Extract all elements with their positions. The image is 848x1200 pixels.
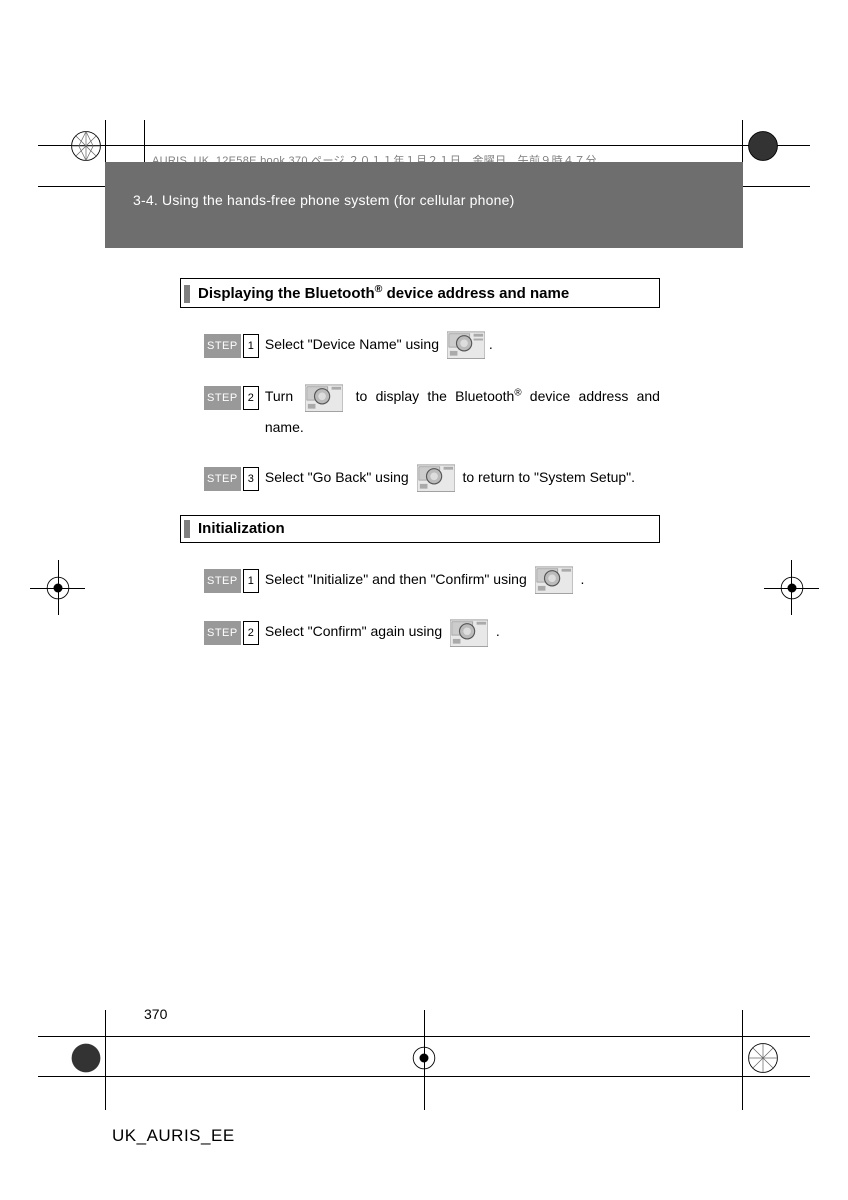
step-text: . bbox=[577, 571, 585, 587]
step-b1: STEP1 Select "Initialize" and then "Conf… bbox=[204, 565, 660, 595]
step-a1: STEP1 Select "Device Name" using . bbox=[204, 330, 660, 360]
step-a3: STEP3 Select "Go Back" using to return t… bbox=[204, 463, 660, 493]
section-header-band: 3-4. Using the hands-free phone system (… bbox=[105, 162, 743, 248]
step-text: Select "Confirm" again using bbox=[265, 623, 446, 639]
step-text: to return to "System Setup". bbox=[462, 469, 635, 485]
tune-knob-icon bbox=[450, 618, 488, 648]
step-label: STEP bbox=[204, 621, 241, 645]
registration-mark-icon bbox=[745, 128, 781, 164]
heading-text-suffix: device address and name bbox=[382, 285, 569, 302]
step-number: 1 bbox=[243, 569, 259, 593]
step-text: Turn bbox=[265, 388, 302, 404]
step-text: . bbox=[492, 623, 500, 639]
section-title: 3-4. Using the hands-free phone system (… bbox=[133, 192, 715, 208]
registration-mark-icon bbox=[745, 1040, 781, 1076]
step-label: STEP bbox=[204, 386, 241, 410]
page-content: Displaying the Bluetooth® device address… bbox=[180, 278, 660, 670]
tune-knob-icon bbox=[305, 383, 343, 413]
heading-bluetooth: Displaying the Bluetooth® device address… bbox=[180, 278, 660, 308]
step-number: 2 bbox=[243, 621, 259, 645]
heading-initialization: Initialization bbox=[180, 515, 660, 543]
tune-knob-icon bbox=[447, 330, 485, 360]
page-number: 370 bbox=[144, 1006, 167, 1022]
registration-mark-icon bbox=[774, 570, 810, 606]
registration-mark-icon bbox=[68, 128, 104, 164]
registration-mark-icon bbox=[406, 1040, 442, 1076]
registration-mark-icon bbox=[68, 1040, 104, 1076]
document-id: UK_AURIS_EE bbox=[112, 1126, 235, 1146]
step-text: Select "Initialize" and then "Confirm" u… bbox=[265, 571, 531, 587]
step-a2: STEP2 Turn to display the Bluetooth® dev… bbox=[204, 382, 660, 440]
step-text: Select "Go Back" using bbox=[265, 469, 413, 485]
step-b2: STEP2 Select "Confirm" again using . bbox=[204, 617, 660, 647]
step-text: to display the Bluetooth bbox=[356, 388, 515, 404]
step-label: STEP bbox=[204, 334, 241, 358]
step-number: 3 bbox=[243, 467, 259, 491]
registration-mark-icon bbox=[40, 570, 76, 606]
step-text: Select "Device Name" using bbox=[265, 336, 443, 352]
step-number: 2 bbox=[243, 386, 259, 410]
step-label: STEP bbox=[204, 569, 241, 593]
tune-knob-icon bbox=[417, 463, 455, 493]
step-label: STEP bbox=[204, 467, 241, 491]
step-text: . bbox=[489, 336, 493, 352]
step-number: 1 bbox=[243, 334, 259, 358]
tune-knob-icon bbox=[535, 565, 573, 595]
heading-text-prefix: Displaying the Bluetooth bbox=[198, 285, 375, 302]
heading-text: Initialization bbox=[198, 520, 285, 537]
